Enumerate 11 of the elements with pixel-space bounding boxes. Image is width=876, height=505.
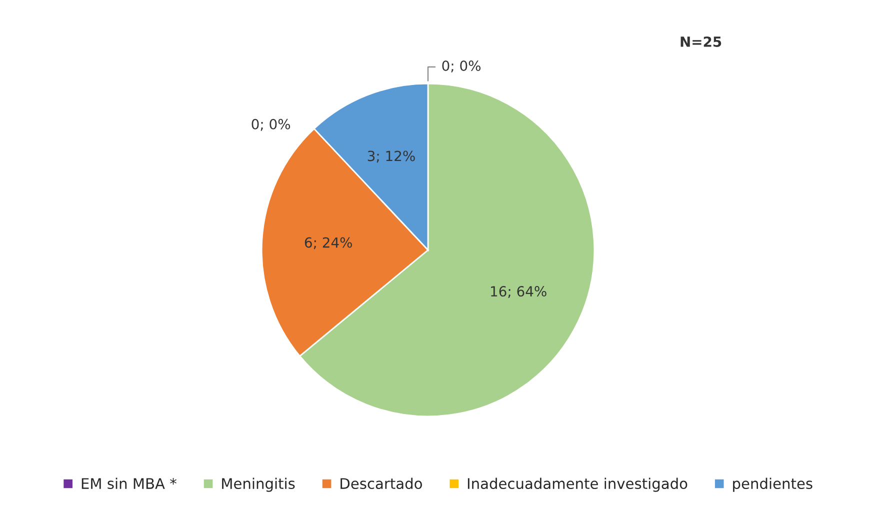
data-label: 16; 64% [491, 286, 546, 298]
legend-label: Inadecuadamente investigado [468, 478, 688, 492]
text: 0; 0% [442, 60, 481, 72]
text: 0; 0% [252, 118, 290, 131]
legend-label: EM sin MBA * [82, 478, 176, 490]
legend-label: pendientes [733, 478, 812, 492]
legend-label: Descartado [340, 478, 422, 490]
legend-label: Meningitis [222, 478, 295, 492]
data-label: 6; 24% [304, 237, 352, 250]
text: N=25 [680, 36, 722, 47]
data-label: 3; 12% [368, 150, 415, 163]
